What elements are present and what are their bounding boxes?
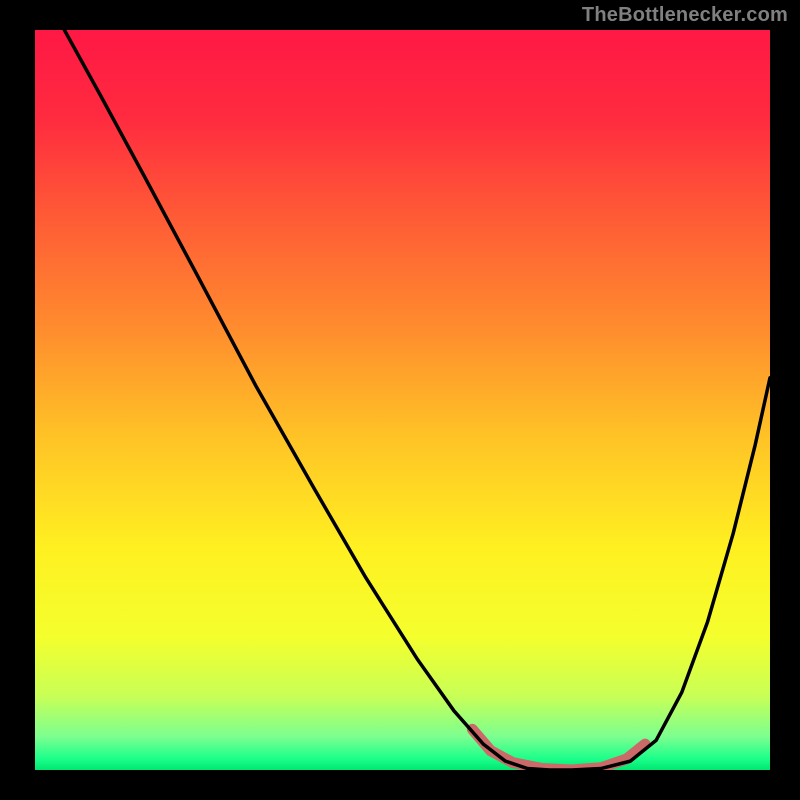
chart-frame: TheBottlenecker.com [0, 0, 800, 800]
curve-layer [35, 30, 770, 770]
bottleneck-curve [64, 30, 770, 770]
plot-area [35, 30, 770, 770]
attribution-label: TheBottlenecker.com [582, 4, 788, 27]
